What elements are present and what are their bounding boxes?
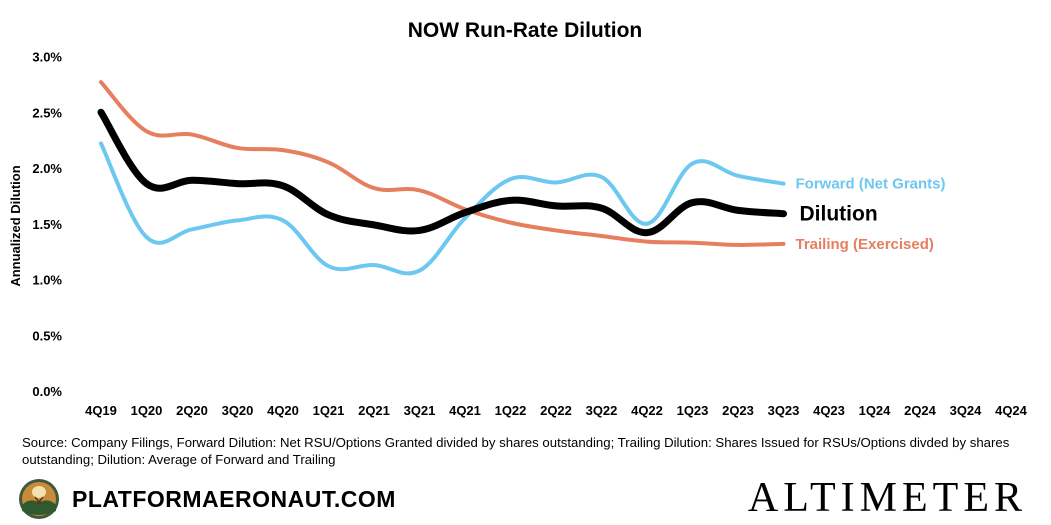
series-line-dilution [97,108,787,237]
series-line-forward [99,141,786,276]
x-tick-label: 2Q24 [904,403,937,418]
y-axis-label: Annualized Dilution [8,165,23,286]
y-tick-label: 1.0% [32,273,62,288]
x-tick-label: 2Q20 [176,403,208,418]
dilution-chart: NOW Run-Rate Dilution Annualized Dilutio… [8,19,1028,418]
footer-firm-logo: ALTIMETER [747,475,1027,521]
x-tick-label: 1Q22 [495,403,527,418]
x-tick-label: 4Q19 [85,403,117,418]
y-tick-label: 2.0% [32,161,62,176]
aeronaut-balloon-icon [19,479,59,519]
x-tick-label: 1Q24 [859,403,892,418]
x-tick-label: 1Q20 [131,403,163,418]
x-axis-ticks: 4Q19 1Q20 2Q20 3Q20 4Q20 1Q21 2Q21 3Q21 4Q21 1Q22… [85,403,1028,418]
x-tick-label: 4Q23 [813,403,845,418]
series-label-trailing: Trailing (Exercised) [796,236,934,253]
y-tick-label: 0.0% [32,384,62,399]
x-tick-label: 1Q21 [313,403,345,418]
y-axis-ticks: 0.0% 0.5% 1.0% 1.5% 2.0% 2.5% 3.0% [32,50,62,400]
series-label-forward: Forward (Net Grants) [796,176,946,193]
x-tick-label: 3Q22 [586,403,618,418]
x-tick-label: 4Q24 [995,403,1028,418]
series-labels: Forward (Net Grants) Dilution Trailing (Ex… [796,176,946,253]
x-tick-label: 2Q23 [722,403,754,418]
y-tick-label: 3.0% [32,50,62,65]
series-line-trailing [99,80,786,247]
x-tick-label: 2Q22 [540,403,572,418]
series-lines [97,80,787,276]
x-tick-label: 4Q20 [267,403,299,418]
x-tick-label: 4Q21 [449,403,481,418]
footer-brand: PLATFORMAERONAUT.COM [72,486,396,512]
series-label-dilution: Dilution [800,203,878,226]
y-tick-label: 0.5% [32,328,62,343]
x-tick-label: 2Q21 [358,403,390,418]
chart-title: NOW Run-Rate Dilution [408,19,642,42]
x-tick-label: 1Q23 [677,403,709,418]
x-tick-label: 3Q21 [404,403,436,418]
source-note: Source: Company Filings, Forward Dilutio… [22,435,1010,467]
x-tick-label: 3Q24 [950,403,983,418]
x-tick-label: 3Q20 [222,403,254,418]
x-tick-label: 4Q22 [631,403,663,418]
y-tick-label: 1.5% [32,217,62,232]
x-tick-label: 3Q23 [768,403,800,418]
y-tick-label: 2.5% [32,105,62,120]
